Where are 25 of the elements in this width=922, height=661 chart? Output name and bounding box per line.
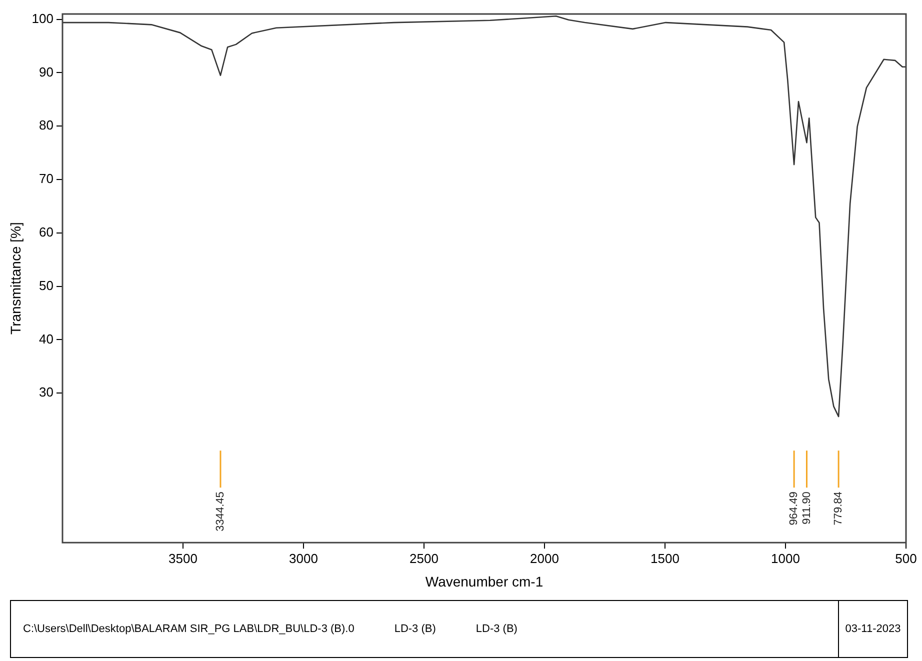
ref-line-label: 964.49 — [788, 492, 800, 526]
ref-line-label: 3344.45 — [214, 492, 227, 532]
y-tick-label: 70 — [39, 171, 54, 186]
ref-line-label: 911.90 — [800, 492, 813, 524]
x-tick-label: 2500 — [410, 550, 438, 566]
y-axis-title: Transmittance [%] — [7, 222, 24, 334]
y-tick-label: 40 — [39, 331, 54, 346]
text: 03-11-2023 — [845, 623, 901, 635]
y-tick-label: 80 — [39, 118, 54, 133]
text: C:\Users\Dell\Desktop\BALARAM SIR_PG LAB\LDR_BU\LD-3 (B).0 — [23, 623, 354, 635]
y-tick-label: 50 — [39, 278, 54, 293]
y-tick-label: 100 — [32, 10, 54, 26]
x-tick-label: 3500 — [168, 550, 198, 566]
y-tick-label: 60 — [39, 224, 54, 240]
x-tick-label: 2000 — [530, 550, 559, 566]
text: LD-3 (B) — [394, 623, 436, 635]
text: LD-3 (B) — [476, 623, 518, 635]
x-tick-label: 3000 — [289, 550, 318, 566]
x-tick-label: 500 — [895, 550, 917, 566]
x-axis-title: Wavenumber cm-1 — [425, 573, 544, 590]
x-tick-label: 1000 — [771, 550, 800, 566]
y-tick-label: 90 — [39, 64, 54, 80]
y-tick-label: 30 — [39, 384, 54, 400]
x-tick-label: 1500 — [650, 550, 680, 566]
ref-line-label: 779.84 — [832, 492, 845, 526]
